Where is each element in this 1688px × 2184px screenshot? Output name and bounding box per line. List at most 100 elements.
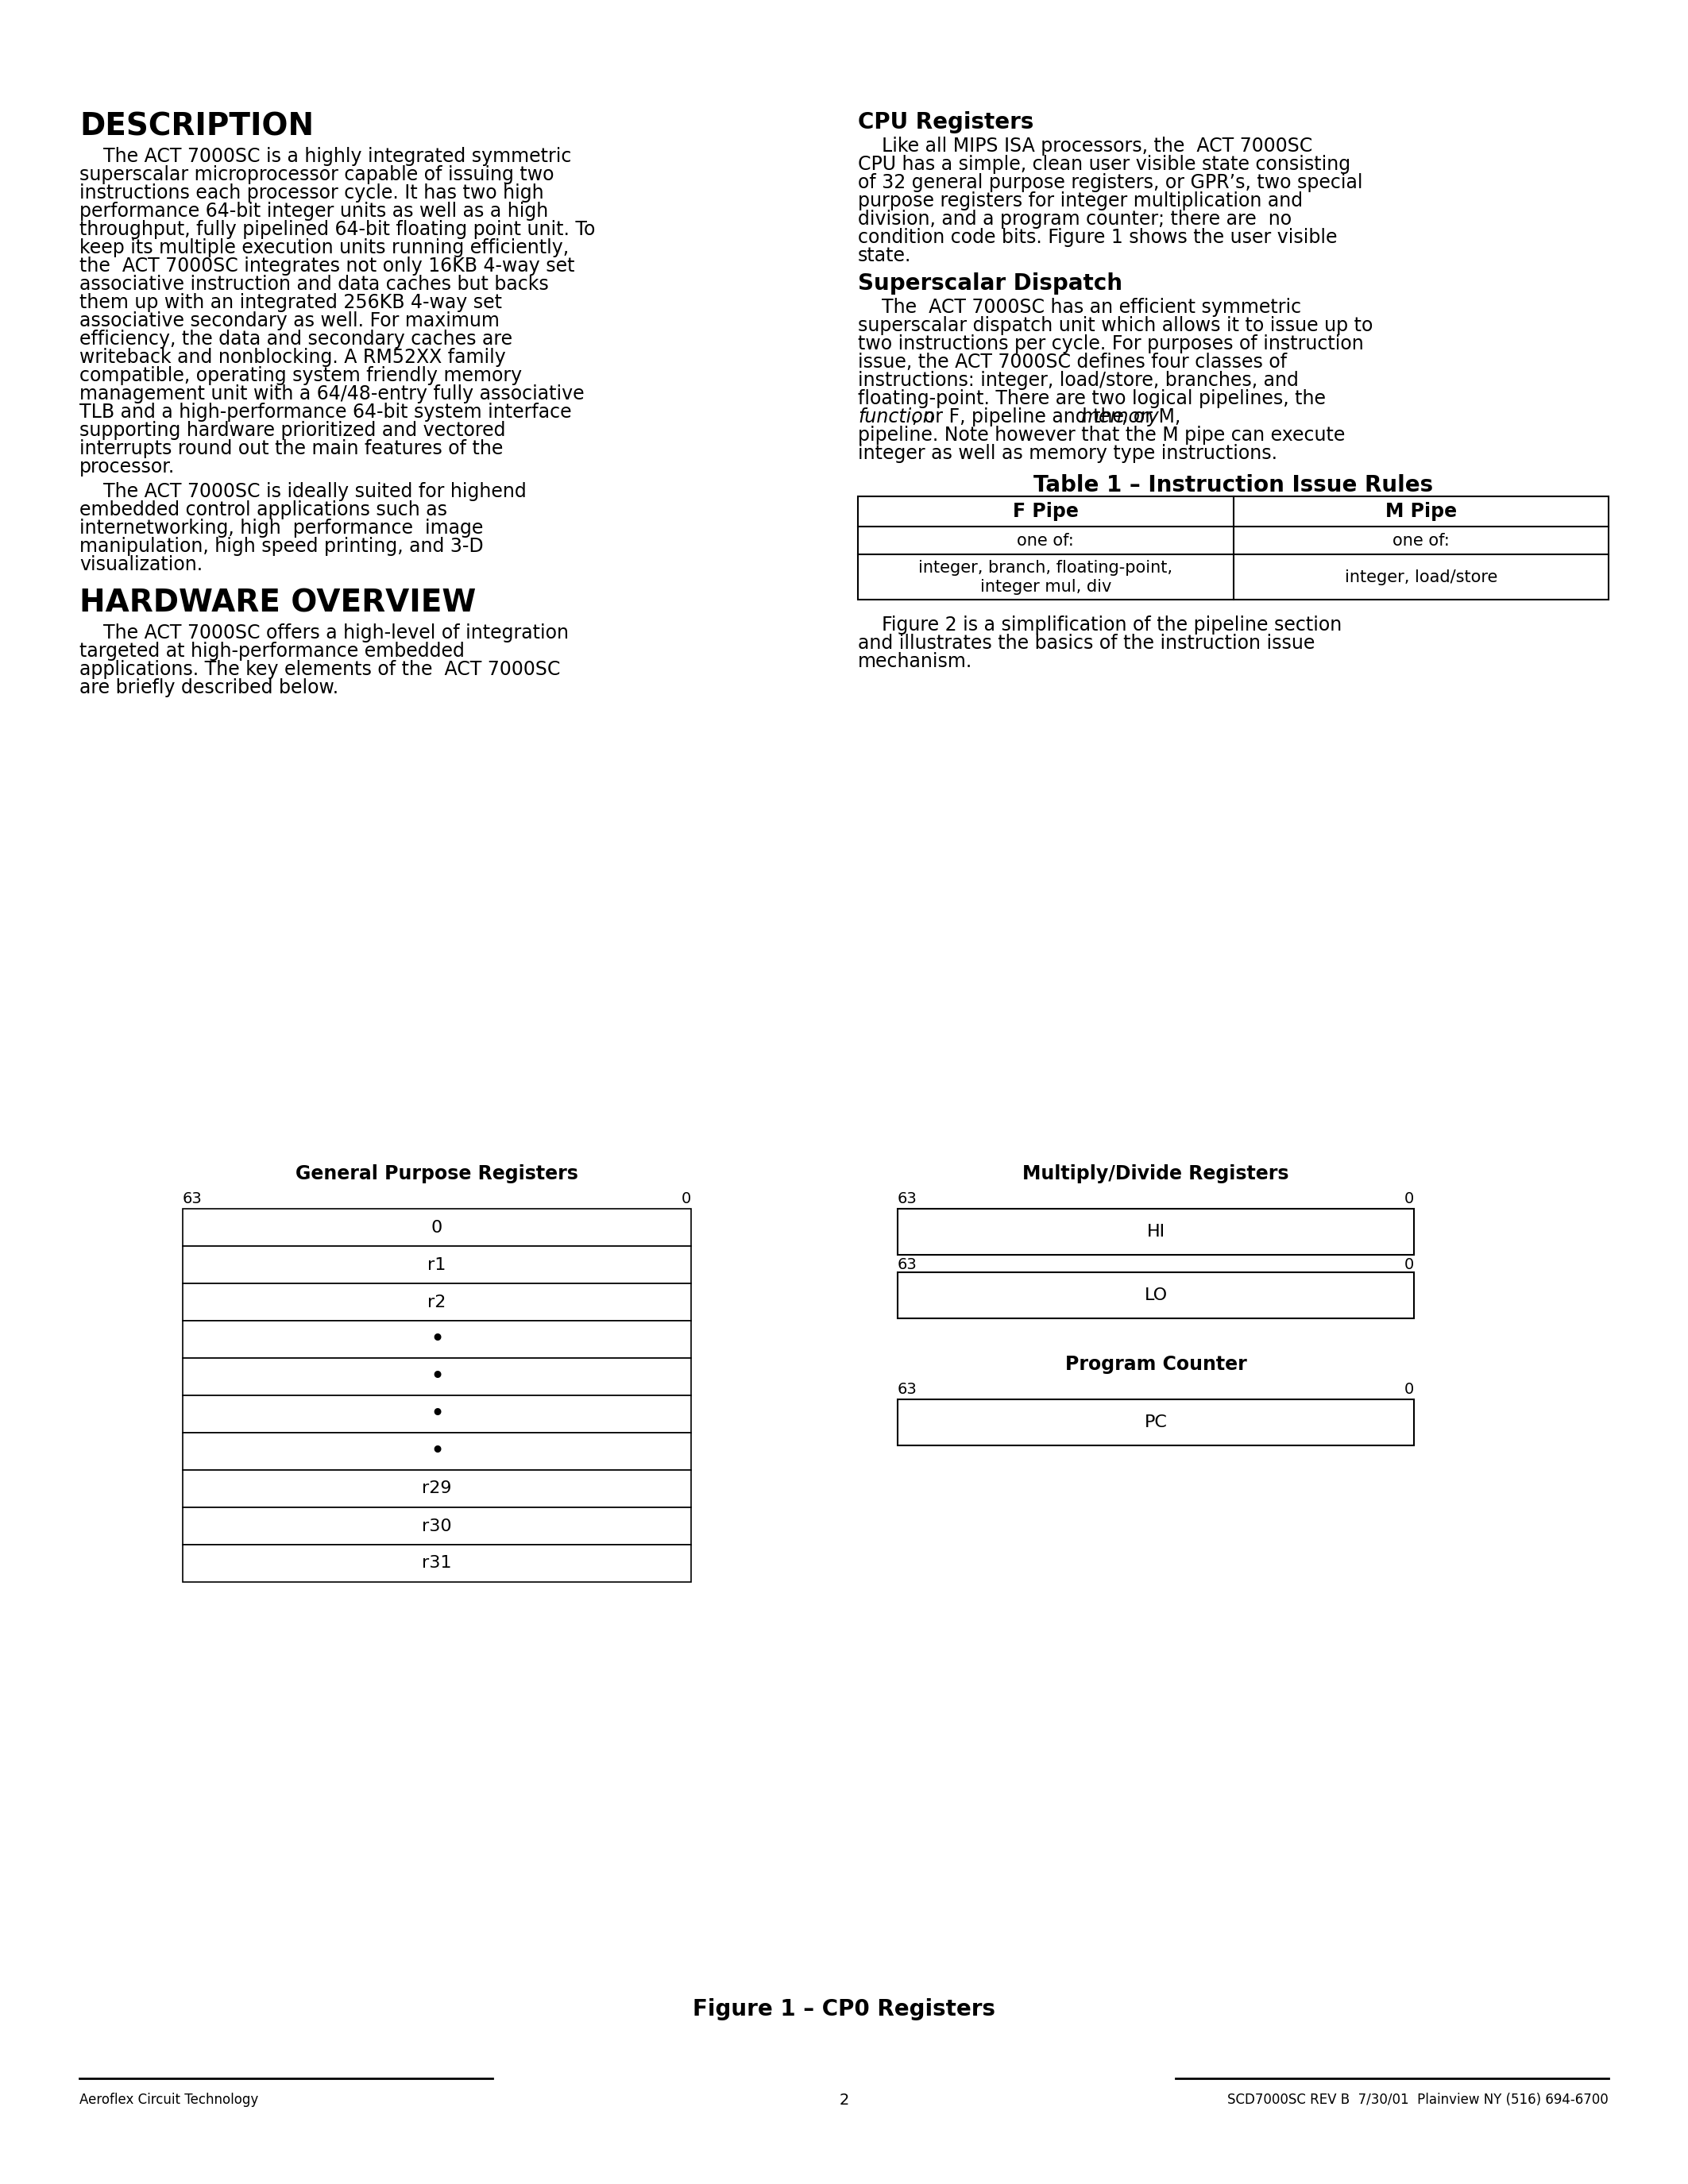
- Text: embedded control applications such as: embedded control applications such as: [79, 500, 447, 520]
- Bar: [182, 1284, 690, 1321]
- Text: and illustrates the basics of the instruction issue: and illustrates the basics of the instru…: [858, 633, 1315, 653]
- Text: management unit with a 64/48-entry fully associative: management unit with a 64/48-entry fully…: [79, 384, 584, 404]
- Text: The ACT 7000SC offers a high-level of integration: The ACT 7000SC offers a high-level of in…: [79, 622, 569, 642]
- Text: , or F, pipeline and the: , or F, pipeline and the: [912, 408, 1129, 426]
- Bar: [182, 1321, 690, 1358]
- Text: •: •: [430, 1402, 444, 1426]
- Text: LO: LO: [1144, 1286, 1168, 1304]
- Text: r2: r2: [427, 1295, 446, 1310]
- Text: 0: 0: [1404, 1258, 1415, 1273]
- Text: HARDWARE OVERVIEW: HARDWARE OVERVIEW: [79, 587, 476, 618]
- Text: DESCRIPTION: DESCRIPTION: [79, 111, 314, 142]
- Text: internetworking, high  performance  image: internetworking, high performance image: [79, 518, 483, 537]
- Text: one of:: one of:: [1018, 533, 1074, 548]
- Text: condition code bits. Figure 1 shows the user visible: condition code bits. Figure 1 shows the …: [858, 227, 1337, 247]
- Text: integer, load/store: integer, load/store: [1344, 570, 1497, 585]
- Text: The ACT 7000SC is a highly integrated symmetric: The ACT 7000SC is a highly integrated sy…: [79, 146, 572, 166]
- Text: the  ACT 7000SC integrates not only 16KB 4-way set: the ACT 7000SC integrates not only 16KB …: [79, 256, 574, 275]
- Text: applications. The key elements of the  ACT 7000SC: applications. The key elements of the AC…: [79, 660, 560, 679]
- Text: writeback and nonblocking. A RM52XX family: writeback and nonblocking. A RM52XX fami…: [79, 347, 506, 367]
- Text: 63: 63: [182, 1190, 203, 1206]
- Bar: [182, 1470, 690, 1507]
- Text: 63: 63: [898, 1382, 917, 1398]
- Text: associative secondary as well. For maximum: associative secondary as well. For maxim…: [79, 312, 500, 330]
- Text: state.: state.: [858, 247, 912, 264]
- Text: HI: HI: [1146, 1223, 1165, 1241]
- Text: one of:: one of:: [1393, 533, 1450, 548]
- Text: superscalar dispatch unit which allows it to issue up to: superscalar dispatch unit which allows i…: [858, 317, 1372, 334]
- Text: Figure 1 – CP0 Registers: Figure 1 – CP0 Registers: [692, 1998, 996, 2020]
- Text: pipeline. Note however that the M pipe can execute: pipeline. Note however that the M pipe c…: [858, 426, 1345, 446]
- Text: Table 1 – Instruction Issue Rules: Table 1 – Instruction Issue Rules: [1033, 474, 1433, 496]
- Text: are briefly described below.: are briefly described below.: [79, 679, 339, 697]
- Text: M Pipe: M Pipe: [1386, 502, 1457, 522]
- Text: Program Counter: Program Counter: [1065, 1354, 1247, 1374]
- Text: 0: 0: [430, 1219, 442, 1236]
- Text: efficiency, the data and secondary caches are: efficiency, the data and secondary cache…: [79, 330, 513, 349]
- Text: Aeroflex Circuit Technology: Aeroflex Circuit Technology: [79, 2092, 258, 2108]
- Text: •: •: [430, 1439, 444, 1463]
- Text: PC: PC: [1144, 1415, 1168, 1431]
- Text: visualization.: visualization.: [79, 555, 203, 574]
- Text: interrupts round out the main features of the: interrupts round out the main features o…: [79, 439, 503, 459]
- Bar: [182, 1247, 690, 1284]
- Text: r31: r31: [422, 1555, 452, 1570]
- Text: purpose registers for integer multiplication and: purpose registers for integer multiplica…: [858, 192, 1303, 210]
- Bar: [182, 1396, 690, 1433]
- Text: supporting hardware prioritized and vectored: supporting hardware prioritized and vect…: [79, 422, 506, 439]
- Text: 0: 0: [1404, 1190, 1415, 1206]
- Text: mechanism.: mechanism.: [858, 653, 972, 670]
- Text: memory: memory: [1080, 408, 1160, 426]
- Text: them up with an integrated 256KB 4-way set: them up with an integrated 256KB 4-way s…: [79, 293, 501, 312]
- Text: integer as well as memory type instructions.: integer as well as memory type instructi…: [858, 443, 1278, 463]
- Text: compatible, operating system friendly memory: compatible, operating system friendly me…: [79, 367, 522, 384]
- Bar: [898, 1400, 1415, 1446]
- Text: SCD7000SC REV B  7/30/01  Plainview NY (516) 694-6700: SCD7000SC REV B 7/30/01 Plainview NY (51…: [1227, 2092, 1609, 2108]
- Text: 63: 63: [898, 1258, 917, 1273]
- Text: targeted at high-performance embedded: targeted at high-performance embedded: [79, 642, 464, 662]
- Bar: [182, 1507, 690, 1544]
- Bar: [182, 1544, 690, 1581]
- Text: F Pipe: F Pipe: [1013, 502, 1079, 522]
- Text: superscalar microprocessor capable of issuing two: superscalar microprocessor capable of is…: [79, 166, 554, 183]
- Text: Like all MIPS ISA processors, the  ACT 7000SC: Like all MIPS ISA processors, the ACT 70…: [858, 138, 1313, 155]
- Text: processor.: processor.: [79, 456, 176, 476]
- Bar: [898, 1208, 1415, 1256]
- Text: of 32 general purpose registers, or GPR’s, two special: of 32 general purpose registers, or GPR’…: [858, 173, 1362, 192]
- Text: 0: 0: [682, 1190, 690, 1206]
- Text: floating-point. There are two logical pipelines, the: floating-point. There are two logical pi…: [858, 389, 1325, 408]
- Text: CPU Registers: CPU Registers: [858, 111, 1033, 133]
- Text: The  ACT 7000SC has an efficient symmetric: The ACT 7000SC has an efficient symmetri…: [858, 297, 1301, 317]
- Text: function: function: [858, 408, 935, 426]
- Text: division, and a program counter; there are  no: division, and a program counter; there a…: [858, 210, 1291, 229]
- Text: General Purpose Registers: General Purpose Registers: [295, 1164, 579, 1184]
- Text: r30: r30: [422, 1518, 452, 1533]
- Text: two instructions per cycle. For purposes of instruction: two instructions per cycle. For purposes…: [858, 334, 1364, 354]
- Text: CPU has a simple, clean user visible state consisting: CPU has a simple, clean user visible sta…: [858, 155, 1350, 175]
- Text: manipulation, high speed printing, and 3-D: manipulation, high speed printing, and 3…: [79, 537, 483, 557]
- Text: performance 64-bit integer units as well as a high: performance 64-bit integer units as well…: [79, 201, 549, 221]
- Text: Figure 2 is a simplification of the pipeline section: Figure 2 is a simplification of the pipe…: [858, 616, 1342, 636]
- Text: associative instruction and data caches but backs: associative instruction and data caches …: [79, 275, 549, 295]
- Text: integer, branch, floating-point,: integer, branch, floating-point,: [918, 559, 1173, 574]
- Text: TLB and a high-performance 64-bit system interface: TLB and a high-performance 64-bit system…: [79, 402, 572, 422]
- Text: •: •: [430, 1328, 444, 1352]
- Text: The ACT 7000SC is ideally suited for highend: The ACT 7000SC is ideally suited for hig…: [79, 483, 527, 500]
- Text: throughput, fully pipelined 64-bit floating point unit. To: throughput, fully pipelined 64-bit float…: [79, 221, 596, 238]
- Text: 2: 2: [839, 2092, 849, 2108]
- Bar: [898, 1273, 1415, 1319]
- Text: instructions: integer, load/store, branches, and: instructions: integer, load/store, branc…: [858, 371, 1298, 391]
- Text: r1: r1: [427, 1256, 446, 1273]
- Text: instructions each processor cycle. It has two high: instructions each processor cycle. It ha…: [79, 183, 544, 203]
- Text: Multiply/Divide Registers: Multiply/Divide Registers: [1023, 1164, 1290, 1184]
- Text: Superscalar Dispatch: Superscalar Dispatch: [858, 273, 1123, 295]
- Text: integer mul, div: integer mul, div: [979, 579, 1111, 594]
- Bar: [858, 496, 1609, 601]
- Text: 63: 63: [898, 1190, 917, 1206]
- Text: •: •: [430, 1365, 444, 1389]
- Text: 0: 0: [1404, 1382, 1415, 1398]
- Bar: [182, 1433, 690, 1470]
- Bar: [182, 1208, 690, 1247]
- Text: r29: r29: [422, 1481, 452, 1496]
- Text: issue, the ACT 7000SC defines four classes of: issue, the ACT 7000SC defines four class…: [858, 352, 1286, 371]
